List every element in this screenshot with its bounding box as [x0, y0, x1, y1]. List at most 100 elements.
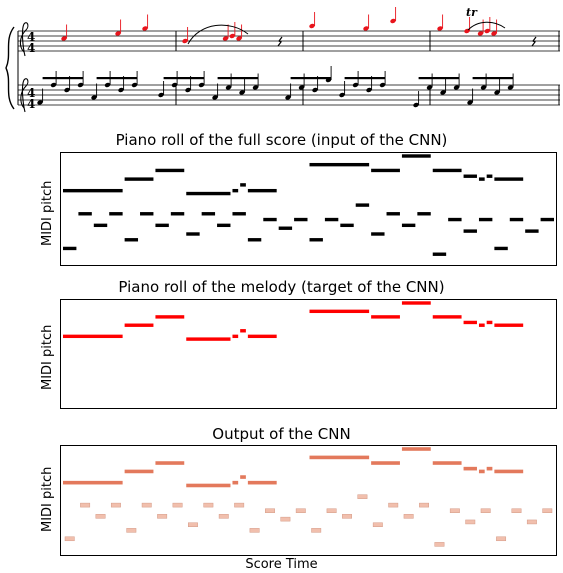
- roll-note: [357, 494, 368, 499]
- notehead: [491, 31, 497, 36]
- roll-note: [170, 212, 185, 216]
- roll-note: [124, 323, 154, 327]
- notehead: [453, 85, 460, 90]
- roll-note: [126, 528, 137, 533]
- notehead: [61, 36, 67, 41]
- notehead: [252, 85, 259, 90]
- roll-note: [309, 455, 370, 460]
- output-roll-ylabel: MIDI pitch: [40, 466, 55, 532]
- roll-note: [496, 536, 507, 542]
- roll-note: [186, 232, 200, 236]
- output-roll-title: Output of the CNN: [212, 425, 351, 443]
- roll-note: [419, 502, 429, 508]
- roll-note: [63, 334, 123, 339]
- bass-time-sig-bottom: 4: [27, 97, 35, 111]
- notehead: [437, 26, 443, 31]
- roll-note: [480, 508, 491, 513]
- roll-note: [432, 252, 447, 256]
- notehead: [494, 90, 500, 95]
- roll-note: [309, 162, 370, 167]
- roll-note: [494, 323, 524, 327]
- notehead: [229, 33, 235, 39]
- roll-note: [294, 217, 308, 222]
- roll-note: [95, 514, 106, 519]
- roll-note: [540, 217, 554, 222]
- roll-note: [157, 514, 168, 519]
- roll-note: [386, 212, 400, 216]
- notehead: [477, 31, 484, 36]
- roll-note: [80, 502, 91, 508]
- roll-note: [432, 168, 462, 173]
- roll-note: [124, 177, 154, 181]
- roll-note: [155, 168, 185, 173]
- bass-time-sig-top: 4: [27, 86, 35, 100]
- roll-note: [463, 174, 477, 178]
- notehead: [212, 95, 218, 100]
- notehead: [440, 90, 446, 95]
- roll-note: [247, 334, 277, 339]
- roll-note: [542, 508, 553, 513]
- beam: [217, 77, 259, 80]
- roll-note: [417, 212, 431, 216]
- roll-note: [240, 329, 246, 333]
- notehead: [50, 82, 57, 88]
- roll-note: [401, 223, 416, 228]
- roll-note: [494, 177, 524, 181]
- roll-note: [218, 514, 229, 519]
- notehead: [158, 92, 164, 98]
- slur: [187, 24, 249, 45]
- roll-note: [486, 320, 493, 325]
- notehead: [379, 82, 386, 88]
- roll-note: [326, 508, 337, 513]
- roll-note: [309, 238, 323, 242]
- roll-note: [340, 223, 354, 228]
- target-roll-title: Piano roll of the melody (target of the …: [118, 278, 445, 296]
- notehead: [366, 87, 372, 93]
- notehead: [312, 87, 318, 93]
- roll-note: [401, 154, 431, 158]
- roll-note: [155, 461, 185, 465]
- roll-note: [463, 320, 477, 325]
- roll-note: [232, 188, 239, 193]
- quarter-rest: [277, 36, 283, 47]
- roll-note: [124, 469, 154, 474]
- roll-note: [355, 203, 370, 207]
- roll-note: [432, 461, 462, 465]
- notehead: [77, 82, 84, 88]
- notehead: [142, 26, 148, 31]
- beam: [290, 77, 332, 80]
- roll-note: [463, 466, 477, 471]
- notehead: [239, 90, 245, 95]
- roll-note: [449, 508, 460, 513]
- roll-note: [311, 528, 322, 533]
- roll-note: [478, 469, 485, 474]
- roll-note: [278, 226, 293, 230]
- treble-time-sig-top: 4: [27, 30, 35, 44]
- notehead: [426, 85, 433, 90]
- roll-note: [203, 502, 214, 508]
- roll-note: [486, 466, 493, 471]
- roll-note: [124, 238, 139, 242]
- roll-note: [434, 542, 445, 547]
- quarter-rest: [531, 36, 537, 47]
- roll-note: [232, 212, 246, 216]
- roll-note: [309, 309, 370, 314]
- roll-note: [371, 315, 400, 319]
- roll-note: [232, 334, 239, 339]
- beam: [418, 77, 460, 80]
- roll-note: [448, 217, 462, 222]
- roll-note: [64, 536, 75, 542]
- notehead: [222, 36, 229, 41]
- roll-note: [478, 177, 485, 181]
- notehead: [104, 82, 111, 88]
- roll-note: [249, 528, 260, 533]
- roll-note: [232, 480, 239, 485]
- input-roll-ylabel: MIDI pitch: [40, 180, 55, 246]
- notehead: [225, 85, 232, 90]
- notehead: [285, 95, 291, 100]
- roll-note: [63, 246, 77, 251]
- roll-note: [186, 483, 231, 488]
- beam: [344, 77, 386, 80]
- roll-note: [342, 514, 352, 519]
- roll-note: [494, 469, 524, 474]
